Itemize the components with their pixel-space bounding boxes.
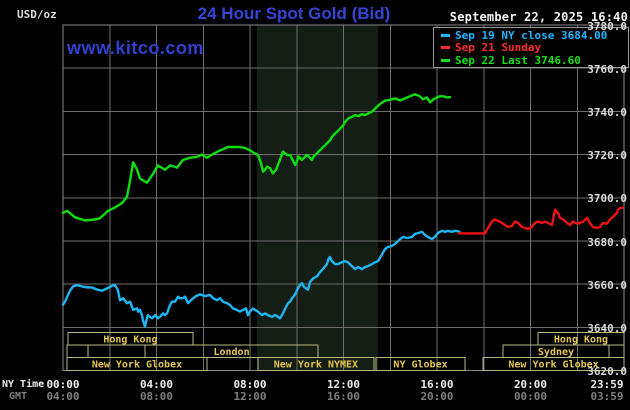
ny-time-tick-label: 04:00 — [139, 378, 174, 391]
ny-time-tick-label: 16:00 — [420, 378, 454, 391]
session-box — [66, 357, 208, 371]
y-tick-label: 3640.0 — [587, 321, 627, 335]
gmt-tick-label: 03:59 — [590, 390, 624, 403]
price-line-sep-21-sunday — [457, 206, 625, 235]
y-tick-label: 3620.0 — [587, 365, 627, 379]
gmt-tick-label: 00:00 — [513, 390, 548, 403]
legend-label: Sep 19 NY close 3684.00 — [455, 28, 608, 42]
legend-label: Sep 22 Last 3746.60 — [455, 53, 581, 67]
y-tick-label: 3680.0 — [587, 235, 627, 249]
legend-box: Sep 19 NY close 3684.00 Sep 21 Sunday Se… — [433, 27, 629, 68]
cyan-line-sample-icon — [441, 33, 450, 37]
y-tick-label: 3780.0 — [587, 19, 627, 33]
session-box — [375, 357, 466, 371]
session-box — [482, 357, 625, 371]
session-box — [87, 344, 146, 359]
y-tick-label: 3740.0 — [587, 105, 627, 119]
session-label: Sydney — [538, 347, 574, 358]
legend-item-sep22: Sep 22 Last 3746.60 — [434, 54, 628, 67]
gmt-tick-label: 16:00 — [326, 390, 361, 403]
price-line-sep-19-ny-close — [61, 229, 462, 328]
chart-datetime: September 22, 2025 16:40 — [449, 10, 628, 24]
y-tick-label: 3700.0 — [587, 192, 627, 206]
unit-label: USD/oz — [17, 8, 57, 21]
ny-time-tick-label: 08:00 — [233, 378, 267, 391]
gmt-tick-label: 12:00 — [233, 390, 267, 403]
session-box — [257, 357, 375, 371]
ny-time-tick-label: 20:00 — [513, 378, 548, 391]
session-label: Hong Kong — [103, 335, 157, 346]
session-label: NY Globex — [393, 360, 447, 371]
y-tick-label: 3720.0 — [587, 149, 627, 163]
legend-label: Sep 21 Sunday — [455, 41, 542, 55]
session-label: New York NYMEX — [274, 360, 358, 371]
session-label: Hong Kong — [554, 335, 608, 346]
session-box — [608, 344, 625, 359]
session-label: New York Globex — [92, 360, 182, 371]
gmt-tick-label: 08:00 — [139, 390, 174, 403]
page-title: 24 Hour Spot Gold (Bid) — [197, 4, 391, 23]
ny-time-tick-label: 23:59 — [590, 378, 624, 391]
legend-item-sep19: Sep 19 NY close 3684.00 — [434, 29, 628, 42]
session-label: New York Globex — [508, 360, 598, 371]
y-tick-label: 3660.0 — [587, 278, 627, 292]
session-box — [144, 344, 319, 359]
price-line-sep-22-last — [61, 93, 452, 222]
ny-time-tick-label: 00:00 — [46, 378, 80, 391]
gmt-tick-label: 04:00 — [46, 390, 80, 403]
kitco-watermark: www.kitco.com — [67, 38, 204, 58]
gmt-tick-label: 20:00 — [420, 390, 454, 403]
gmt-axis-caption: GMT — [9, 391, 28, 402]
ny-time-tick-label: 12:00 — [326, 378, 361, 391]
green-line-sample-icon — [441, 58, 450, 62]
red-line-sample-icon — [441, 46, 450, 50]
ny-time-axis-caption: NY Time — [2, 379, 45, 390]
session-box — [66, 344, 89, 359]
session-label: London — [213, 347, 249, 358]
y-tick-label: 3760.0 — [587, 62, 627, 76]
legend-item-sep21: Sep 21 Sunday — [434, 41, 628, 55]
